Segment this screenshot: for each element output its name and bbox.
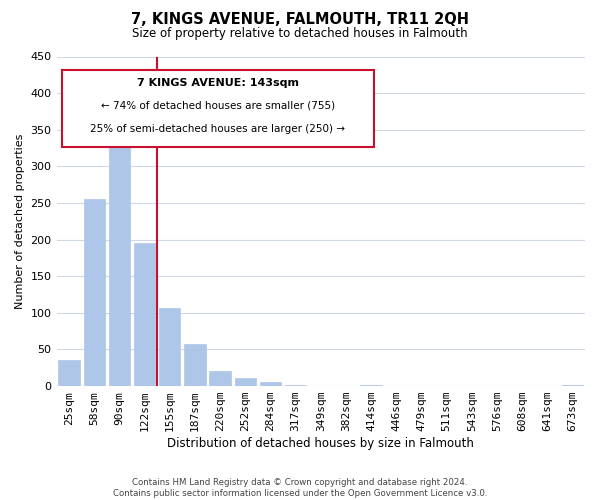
Text: 7 KINGS AVENUE: 143sqm: 7 KINGS AVENUE: 143sqm <box>137 78 299 88</box>
Text: ← 74% of detached houses are smaller (755): ← 74% of detached houses are smaller (75… <box>101 101 335 111</box>
Bar <box>260 382 281 386</box>
Bar <box>58 360 80 386</box>
Y-axis label: Number of detached properties: Number of detached properties <box>15 134 25 309</box>
Bar <box>562 384 583 386</box>
Bar <box>235 378 256 386</box>
Bar <box>159 308 181 386</box>
Bar <box>134 242 155 386</box>
Bar <box>184 344 206 386</box>
Text: 25% of semi-detached houses are larger (250) →: 25% of semi-detached houses are larger (… <box>90 124 345 134</box>
FancyBboxPatch shape <box>62 70 374 147</box>
Bar <box>83 198 105 386</box>
Text: 7, KINGS AVENUE, FALMOUTH, TR11 2QH: 7, KINGS AVENUE, FALMOUTH, TR11 2QH <box>131 12 469 28</box>
Bar <box>209 370 231 386</box>
Bar <box>109 140 130 386</box>
X-axis label: Distribution of detached houses by size in Falmouth: Distribution of detached houses by size … <box>167 437 474 450</box>
Text: Contains HM Land Registry data © Crown copyright and database right 2024.
Contai: Contains HM Land Registry data © Crown c… <box>113 478 487 498</box>
Text: Size of property relative to detached houses in Falmouth: Size of property relative to detached ho… <box>132 28 468 40</box>
